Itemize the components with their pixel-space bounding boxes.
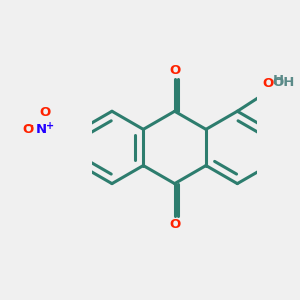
Text: OH: OH [272, 76, 295, 89]
Text: +: + [46, 121, 55, 131]
Text: N: N [35, 123, 46, 136]
Text: −: − [26, 121, 34, 131]
Text: O: O [23, 123, 34, 136]
Text: O: O [262, 77, 274, 90]
Text: H: H [273, 74, 284, 87]
Text: O: O [39, 106, 50, 119]
Text: O: O [169, 64, 180, 77]
Text: O: O [169, 218, 180, 231]
